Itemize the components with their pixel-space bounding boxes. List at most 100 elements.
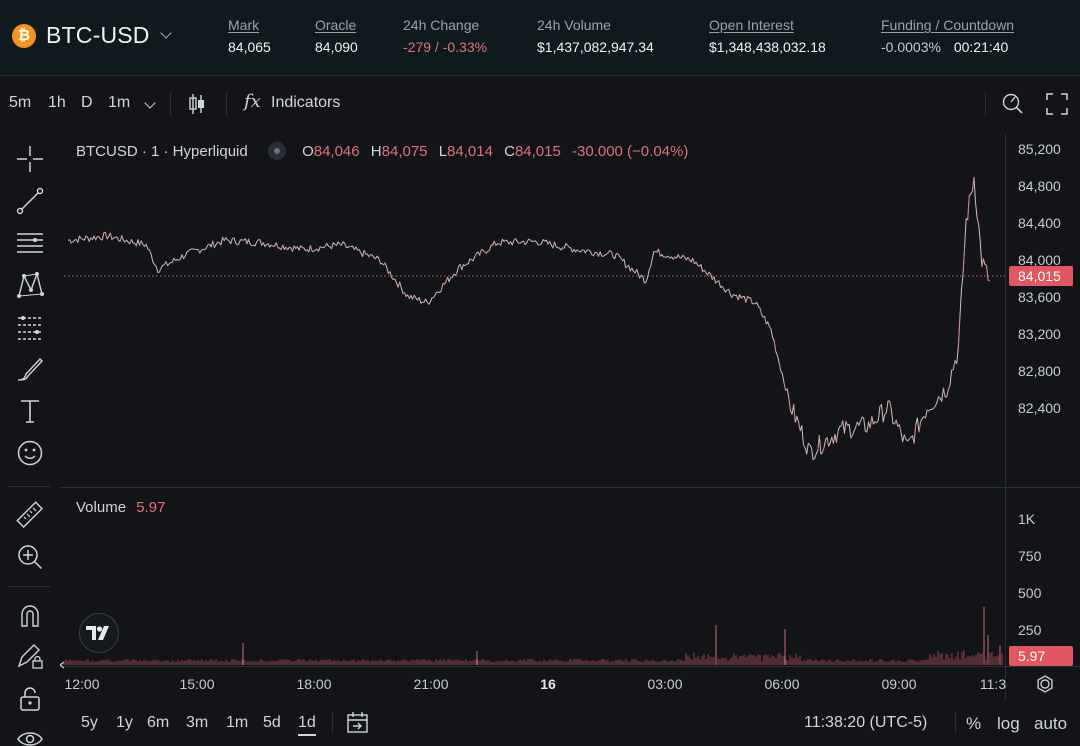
range-bar: 5y 1y 6m 3m 1m 5d 1d 11:38:20 (UTC-5) % … bbox=[60, 700, 1080, 746]
fib-retracement-icon bbox=[18, 316, 42, 340]
stat-24h-volume: 24h Volume $1,437,082,947.34 bbox=[537, 17, 654, 55]
log-scale-toggle[interactable]: log bbox=[997, 714, 1020, 733]
chart-toolbar: 5m 1h D 1m fx Indicators bbox=[0, 82, 1080, 126]
toolbar-divider bbox=[170, 92, 171, 116]
price-chart[interactable]: 85,200 84,800 84,400 84,000 83,600 83,200 82,8… bbox=[60, 134, 1080, 700]
legend-close-label: C bbox=[504, 143, 515, 160]
go-to-date-icon[interactable] bbox=[346, 711, 370, 735]
time-axis-tick: 12:00 bbox=[64, 676, 99, 692]
interval-d[interactable]: D bbox=[81, 94, 93, 111]
stat-funding: Funding / Countdown -0.0003% 00:21:40 bbox=[881, 17, 1014, 55]
stat-funding-label[interactable]: Funding / Countdown bbox=[881, 17, 1015, 33]
percent-scale-toggle[interactable]: % bbox=[966, 714, 982, 733]
stat-mark-label[interactable]: Mark bbox=[228, 17, 260, 33]
fullscreen-icon[interactable] bbox=[1046, 93, 1068, 115]
interval-1h[interactable]: 1h bbox=[48, 94, 66, 111]
visibility-tool[interactable] bbox=[13, 722, 47, 746]
zoom-in-icon bbox=[18, 545, 43, 570]
replay-icon[interactable] bbox=[1002, 91, 1024, 115]
current-price-label: 84,015 bbox=[1018, 268, 1061, 284]
clock-timezone[interactable]: 11:38:20 (UTC-5) bbox=[804, 714, 928, 731]
fib-tool[interactable] bbox=[13, 310, 47, 344]
ohlc-legend: BTCUSD · 1 · Hyperliquid O84,046 H84,075… bbox=[76, 142, 688, 160]
price-series-down-ticks bbox=[71, 177, 989, 461]
funding-rate: -0.0003% bbox=[881, 39, 941, 55]
legend-high-label: H bbox=[370, 143, 382, 160]
lock-all-tool[interactable] bbox=[13, 682, 47, 716]
toolbar-divider bbox=[985, 92, 986, 116]
price-axis-tick: 84,000 bbox=[1018, 252, 1061, 268]
measure-tool[interactable] bbox=[13, 498, 47, 532]
trend-line-icon bbox=[16, 187, 44, 215]
interval-5m[interactable]: 5m bbox=[9, 94, 32, 111]
tradingview-logo-icon bbox=[86, 626, 109, 640]
range-1d[interactable]: 1d bbox=[298, 714, 316, 736]
stat-funding-value: -0.0003% 00:21:40 bbox=[881, 39, 1014, 55]
price-axis-tick: 85,200 bbox=[1018, 141, 1061, 157]
volume-axis-tick: 750 bbox=[1018, 548, 1042, 564]
legend-open-label: O bbox=[302, 143, 314, 160]
indicators-button[interactable]: Indicators bbox=[271, 94, 341, 111]
volume-axis-tick: 1K bbox=[1018, 511, 1036, 527]
stat-24h-change-value: -279 / -0.33% bbox=[403, 39, 488, 55]
auto-scale-toggle[interactable]: auto bbox=[1034, 714, 1068, 733]
text-icon bbox=[21, 400, 39, 423]
pattern-tool[interactable] bbox=[13, 268, 47, 302]
price-series-line bbox=[67, 176, 990, 461]
range-6m[interactable]: 6m bbox=[147, 714, 170, 731]
fx-icon[interactable]: fx bbox=[244, 91, 261, 112]
price-axis-tick: 82,800 bbox=[1018, 363, 1061, 379]
price-axis-tick: 83,200 bbox=[1018, 326, 1061, 342]
magnet-icon bbox=[21, 605, 39, 627]
volume-label[interactable]: Volume bbox=[76, 499, 127, 516]
emoji-tool[interactable] bbox=[13, 436, 47, 470]
sidebar-divider bbox=[8, 486, 50, 487]
range-divider bbox=[955, 712, 956, 734]
range-1y[interactable]: 1y bbox=[116, 714, 133, 731]
time-axis-tick: 06:00 bbox=[764, 676, 799, 692]
stat-mark-value: 84,065 bbox=[228, 39, 271, 55]
range-5d[interactable]: 5d bbox=[263, 714, 281, 731]
drawing-tools-sidebar bbox=[0, 134, 60, 746]
range-5y[interactable]: 5y bbox=[81, 714, 98, 731]
tradingview-logo[interactable] bbox=[79, 613, 119, 653]
smiley-icon bbox=[17, 440, 43, 466]
interval-dropdown-chevron-icon[interactable] bbox=[144, 97, 156, 109]
price-axis-tick: 84,400 bbox=[1018, 215, 1061, 231]
price-axis-tick: 84,800 bbox=[1018, 178, 1061, 194]
crosshair-icon bbox=[17, 146, 43, 172]
ruler-icon bbox=[16, 501, 44, 529]
lock-drawing-tool[interactable] bbox=[13, 640, 47, 674]
scroll-left-icon[interactable] bbox=[60, 661, 65, 669]
brush-tool[interactable] bbox=[13, 352, 47, 386]
zoom-tool[interactable] bbox=[13, 540, 47, 574]
legend-symbol[interactable]: BTCUSD · 1 · Hyperliquid bbox=[76, 143, 248, 160]
stat-open-interest-label[interactable]: Open Interest bbox=[709, 17, 794, 33]
legend-open-value: 84,046 bbox=[313, 143, 360, 160]
time-axis-tick: 03:00 bbox=[647, 676, 682, 692]
pair-selector[interactable]: ₿ BTC-USD bbox=[12, 22, 172, 49]
toolbar-divider bbox=[226, 92, 227, 116]
stat-open-interest: Open Interest $1,348,438,032.18 bbox=[709, 17, 826, 55]
pair-name: BTC-USD bbox=[46, 22, 150, 48]
stat-oracle-label[interactable]: Oracle bbox=[315, 17, 357, 33]
stat-24h-change-label: 24h Change bbox=[403, 17, 480, 33]
candles-icon[interactable] bbox=[187, 92, 207, 116]
text-tool[interactable] bbox=[13, 394, 47, 428]
horizontal-lines-tool[interactable] bbox=[13, 226, 47, 260]
crosshair-tool[interactable] bbox=[13, 142, 47, 176]
stat-24h-change: 24h Change -279 / -0.33% bbox=[403, 17, 487, 55]
time-axis-tick: 15:00 bbox=[179, 676, 214, 692]
trend-line-tool[interactable] bbox=[13, 184, 47, 218]
range-3m[interactable]: 3m bbox=[186, 714, 209, 731]
volume-axis-tick: 500 bbox=[1018, 585, 1042, 601]
range-1m[interactable]: 1m bbox=[226, 714, 249, 731]
legend-low-value: 84,014 bbox=[447, 143, 493, 160]
interval-1m[interactable]: 1m bbox=[108, 94, 131, 111]
time-axis-tick: 21:00 bbox=[413, 676, 448, 692]
volume-bars bbox=[63, 649, 1003, 665]
axis-settings-icon[interactable] bbox=[1037, 675, 1053, 693]
volume-value: 5.97 bbox=[136, 499, 166, 516]
magnet-tool[interactable] bbox=[13, 598, 47, 632]
